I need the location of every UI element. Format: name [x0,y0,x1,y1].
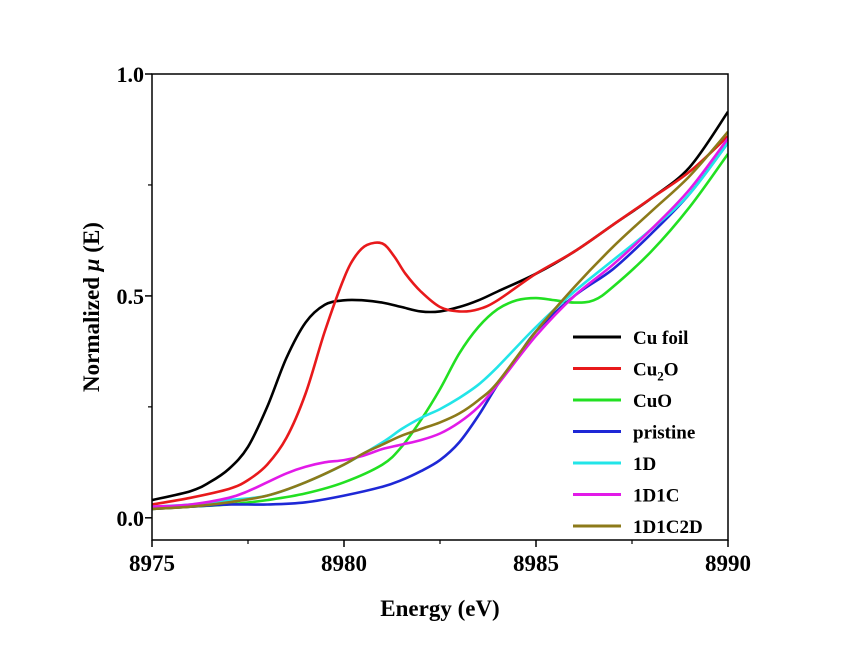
x-tick-label: 8975 [129,551,175,576]
x-axis-label: Energy (eV) [380,596,499,621]
x-axis: 8975 8980 8985 8990 [129,540,751,576]
series-line-4 [152,142,728,508]
x-tick-label: 8985 [513,551,559,576]
legend-label-5: 1D1C [633,486,679,507]
y-axis-label-suffix: (E) [79,222,104,258]
series-layer [152,110,728,511]
x-tick-label: 8990 [705,551,751,576]
legend-label-0: Cu foil [633,328,688,349]
legend-label-1: Cu2O [633,360,679,384]
series-line-3 [152,142,728,511]
series-line-5 [152,137,728,508]
legend: Cu foil Cu2O CuO pristine 1D 1D1C 1D1C2D [573,328,703,538]
legend-label-2: CuO [633,391,672,412]
y-tick-label: 1.0 [117,62,145,87]
y-tick-label: 0.5 [117,284,145,309]
legend-label-6: 1D1C2D [633,517,703,538]
y-axis-label-prefix: Normalized [79,271,104,392]
legend-label-4: 1D [633,454,656,475]
y-tick-label: 0.0 [117,506,145,531]
x-tick-label: 8980 [321,551,367,576]
y-axis-label-mu: μ [79,258,104,272]
legend-label-3: pristine [633,423,695,444]
series-line-2 [152,153,728,511]
y-axis: 0.0 0.5 1.0 [117,62,152,531]
y-axis-label: Normalized μ (E) [79,222,104,392]
series-line-6 [152,130,728,511]
series-line-1 [152,135,728,506]
